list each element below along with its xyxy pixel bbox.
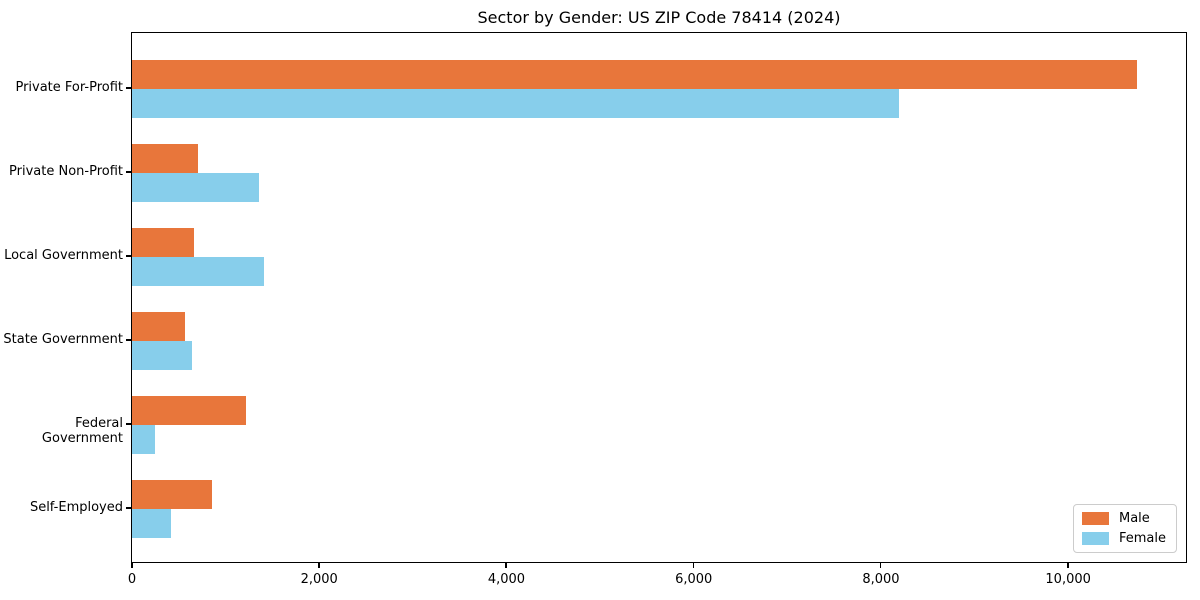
category-label-federal-government: Federal Government	[41, 416, 123, 446]
bar-female-private-for-profit	[132, 89, 899, 118]
x-tick-label: 0	[127, 572, 137, 587]
y-tick-mark	[126, 423, 131, 425]
category-label-self-employed: Self-Employed	[29, 500, 123, 515]
legend-label-female: Female	[1118, 531, 1166, 546]
x-tick-mark	[505, 563, 507, 568]
bar-male-private-for-profit	[132, 60, 1137, 89]
y-tick-mark	[126, 171, 131, 173]
bar-female-federal-government	[132, 425, 155, 454]
category-label-private-non-profit: Private Non-Profit	[9, 164, 123, 179]
y-tick-mark	[126, 87, 131, 89]
bar-female-state-government	[132, 341, 192, 370]
legend: Male Female	[1072, 504, 1177, 553]
legend-entry-male: Male	[1081, 511, 1166, 526]
plot-area	[131, 32, 1187, 563]
bar-female-self-employed	[132, 509, 171, 538]
category-label-local-government: Local Government	[4, 248, 123, 263]
bar-male-state-government	[132, 312, 185, 341]
bar-male-private-non-profit	[132, 144, 198, 173]
bar-male-federal-government	[132, 396, 246, 425]
x-tick-mark	[131, 563, 133, 568]
x-tick-label: 10,000	[1045, 572, 1091, 587]
bar-female-private-non-profit	[132, 173, 259, 202]
legend-entry-female: Female	[1081, 531, 1166, 546]
x-tick-mark	[692, 563, 695, 568]
x-tick-mark	[318, 563, 320, 568]
y-tick-mark	[126, 255, 131, 257]
x-tick-mark	[879, 563, 882, 568]
chart-title: Sector by Gender: US ZIP Code 78414 (202…	[477, 8, 841, 27]
x-tick-label: 8,000	[862, 572, 900, 587]
legend-swatch-male	[1081, 512, 1109, 525]
x-tick-label: 6,000	[675, 572, 713, 587]
y-tick-mark	[126, 507, 131, 509]
bar-female-local-government	[132, 257, 264, 286]
bar-male-self-employed	[132, 480, 212, 509]
legend-swatch-female	[1081, 532, 1109, 545]
x-tick-mark	[1067, 563, 1069, 568]
y-tick-mark	[126, 339, 131, 341]
x-tick-label: 2,000	[300, 572, 338, 587]
x-tick-label: 4,000	[487, 572, 526, 587]
category-label-state-government: State Government	[3, 332, 123, 347]
legend-label-male: Male	[1118, 511, 1150, 526]
category-label-private-for-profit: Private For-Profit	[15, 80, 123, 95]
bar-male-local-government	[132, 228, 194, 257]
